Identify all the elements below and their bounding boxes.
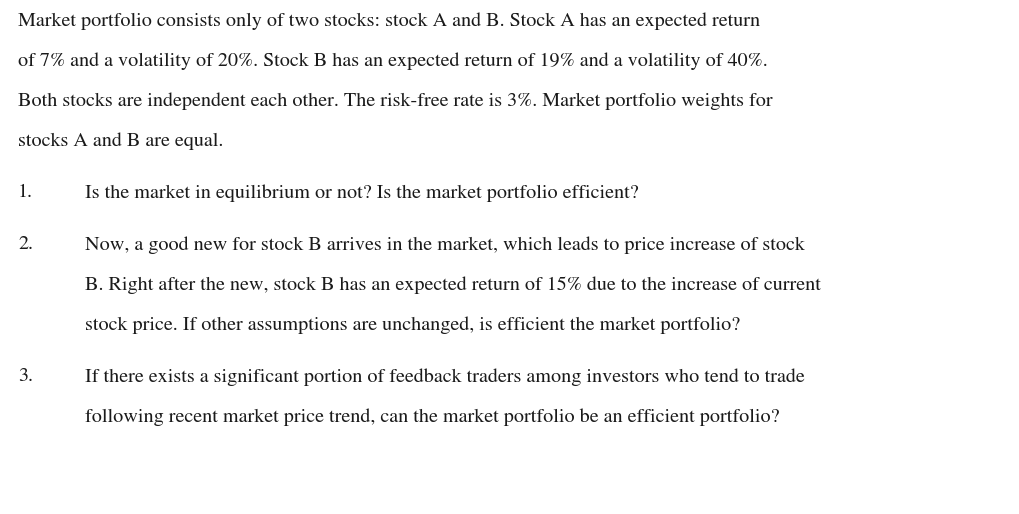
Text: B. Right after the new, stock B has an expected return of 15% due to the increas: B. Right after the new, stock B has an e… — [85, 276, 821, 293]
Text: stock price. If other assumptions are unchanged, is efficient the market portfol: stock price. If other assumptions are un… — [85, 316, 740, 334]
Text: Market portfolio consists only of two stocks: stock A and B. Stock A has an expe: Market portfolio consists only of two st… — [18, 12, 760, 30]
Text: stocks A and B are equal.: stocks A and B are equal. — [18, 132, 223, 150]
Text: following recent market price trend, can the market portfolio be an efficient po: following recent market price trend, can… — [85, 408, 780, 426]
Text: 3.: 3. — [18, 368, 33, 385]
Text: If there exists a significant portion of feedback traders among investors who te: If there exists a significant portion of… — [85, 368, 805, 386]
Text: of 7% and a volatility of 20%. Stock B has an expected return of 19% and a volat: of 7% and a volatility of 20%. Stock B h… — [18, 52, 767, 70]
Text: 1.: 1. — [18, 184, 33, 201]
Text: Both stocks are independent each other. The risk-free rate is 3%. Market portfol: Both stocks are independent each other. … — [18, 92, 772, 109]
Text: Is the market in equilibrium or not? Is the market portfolio efficient?: Is the market in equilibrium or not? Is … — [85, 184, 639, 201]
Text: Now, a good new for stock B arrives in the market, which leads to price increase: Now, a good new for stock B arrives in t… — [85, 236, 805, 253]
Text: 2.: 2. — [18, 236, 33, 253]
